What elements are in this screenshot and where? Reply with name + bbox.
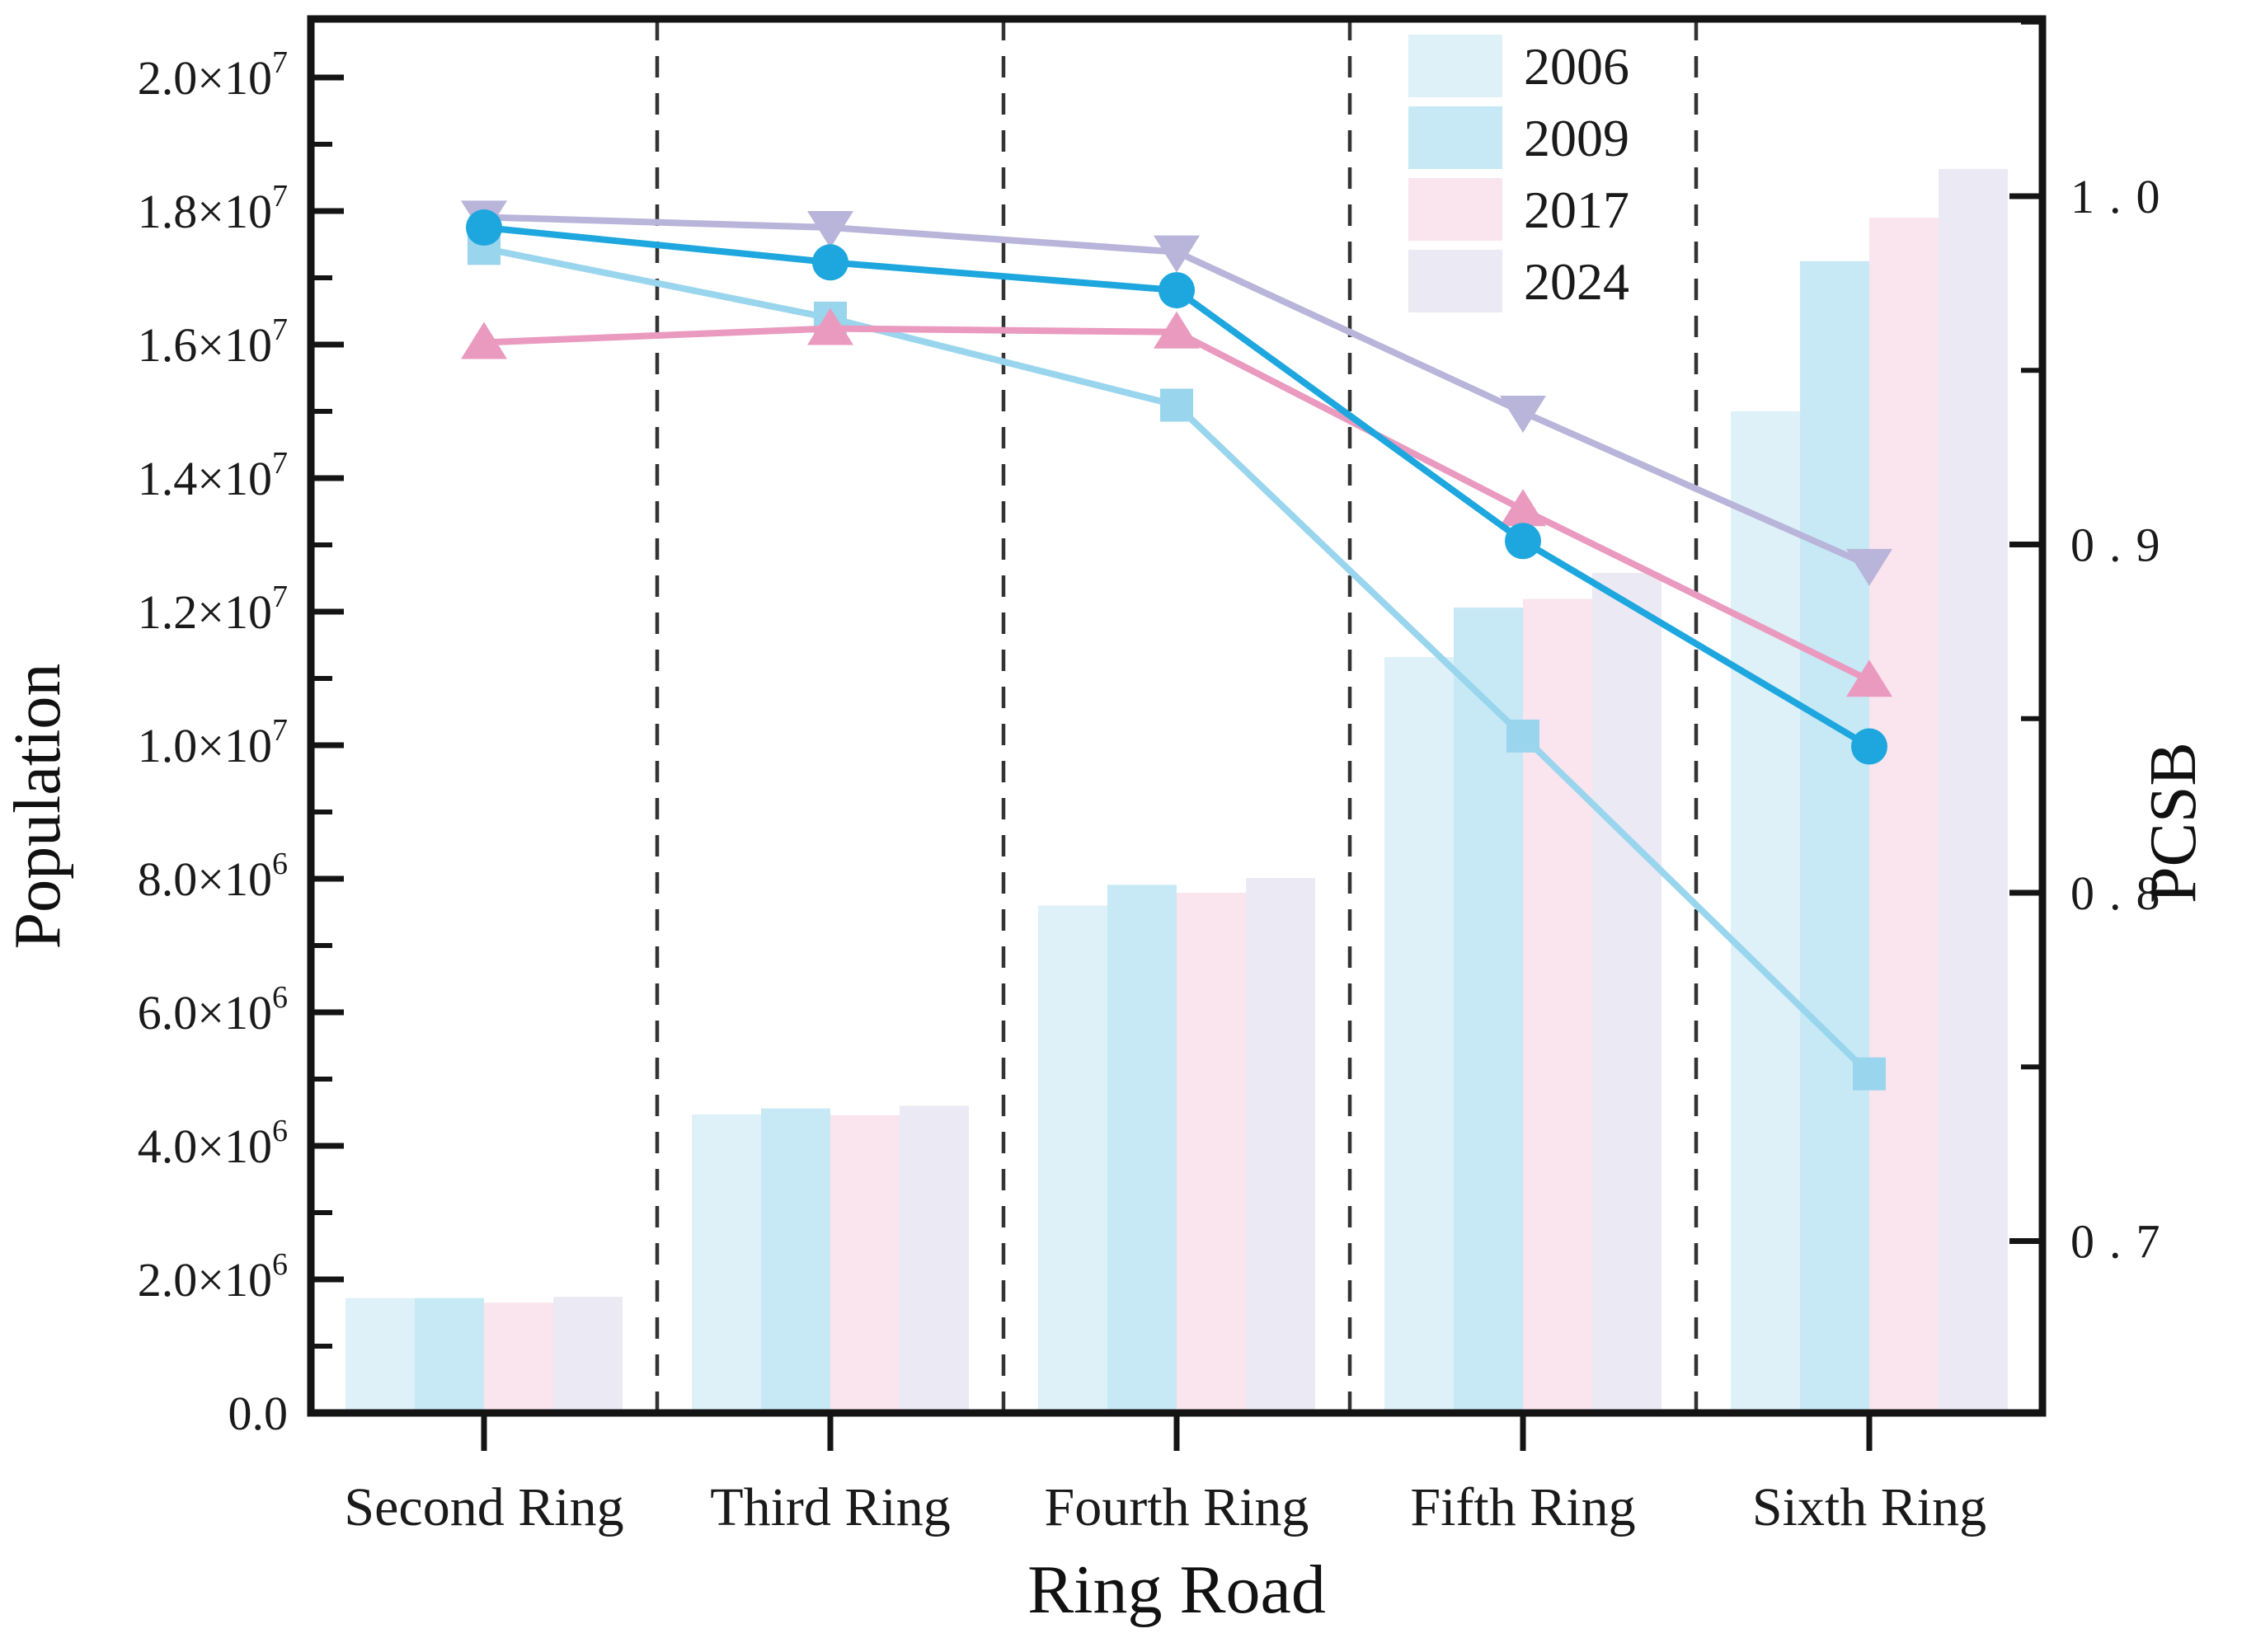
pcsb-marker-2006-fifth-ring bbox=[1506, 719, 1539, 753]
bar-2009-sixth-ring bbox=[1800, 260, 1869, 1413]
left-axis-tick-label: 1.2×107 bbox=[138, 580, 288, 639]
legend-label-2006: 2006 bbox=[1524, 37, 1629, 96]
left-axis-tick-label: 6.0×106 bbox=[138, 980, 288, 1040]
bar-2017-sixth-ring bbox=[1869, 218, 1939, 1414]
pcsb-marker-2017-third-ring bbox=[807, 307, 853, 345]
pcsb-marker-2017-fifth-ring bbox=[1500, 489, 1546, 527]
left-axis-tick-label: 2.0×106 bbox=[138, 1247, 288, 1307]
right-axis-tick-label: 1.0 bbox=[2070, 170, 2175, 223]
legend-swatch-2024 bbox=[1408, 250, 1502, 312]
legend-label-2009: 2009 bbox=[1524, 109, 1629, 167]
bar-2017-third-ring bbox=[830, 1115, 900, 1413]
bar-2024-third-ring bbox=[900, 1105, 969, 1413]
right-axis-tick-label: 0.8 bbox=[2070, 866, 2175, 920]
bar-2017-second-ring bbox=[484, 1302, 553, 1413]
right-axis-tick-label: 0.9 bbox=[2070, 519, 2175, 572]
bar-2006-fifth-ring bbox=[1384, 657, 1454, 1413]
x-axis-category-label: Fifth Ring bbox=[1410, 1477, 1635, 1537]
bar-2006-second-ring bbox=[345, 1298, 415, 1413]
left-axis-tick-label: 8.0×106 bbox=[138, 847, 288, 906]
pcsb-marker-2017-fourth-ring bbox=[1154, 311, 1200, 349]
pcsb-marker-2024-fourth-ring bbox=[1154, 235, 1200, 273]
right-axis-tick-label: 0.7 bbox=[2070, 1215, 2175, 1269]
x-axis-category-label: Second Ring bbox=[344, 1477, 623, 1537]
x-axis-title: Ring Road bbox=[1027, 1551, 1326, 1628]
pcsb-marker-2009-sixth-ring bbox=[1851, 728, 1887, 765]
left-axis-tick-label: 2.0×107 bbox=[138, 45, 288, 105]
x-axis-category-label: Sixth Ring bbox=[1752, 1477, 1986, 1537]
bar-2009-fourth-ring bbox=[1107, 885, 1177, 1413]
left-axis-tick-label: 0.0 bbox=[228, 1387, 289, 1440]
legend-swatch-2017 bbox=[1408, 178, 1502, 241]
bar-2024-fourth-ring bbox=[1246, 878, 1315, 1413]
bar-2024-second-ring bbox=[553, 1297, 623, 1413]
legend-label-2024: 2024 bbox=[1524, 252, 1629, 311]
bar-2006-fourth-ring bbox=[1038, 905, 1107, 1413]
left-axis-tick-label: 1.6×107 bbox=[138, 312, 288, 372]
bar-2017-fourth-ring bbox=[1177, 893, 1246, 1413]
legend-swatch-2006 bbox=[1408, 35, 1502, 97]
bar-2006-third-ring bbox=[692, 1114, 761, 1413]
pcsb-marker-2006-fourth-ring bbox=[1160, 388, 1193, 422]
pcsb-marker-2009-second-ring bbox=[466, 209, 502, 246]
left-axis-tick-label: 1.4×107 bbox=[138, 446, 288, 505]
x-axis-category-label: Fourth Ring bbox=[1045, 1477, 1309, 1537]
pcsb-marker-2006-sixth-ring bbox=[1853, 1057, 1886, 1091]
left-axis-tick-label: 1.0×107 bbox=[138, 713, 288, 772]
left-axis-title: Population bbox=[2, 664, 74, 950]
legend-swatch-2009 bbox=[1408, 106, 1502, 169]
left-axis-tick-label: 4.0×106 bbox=[138, 1114, 288, 1173]
bar-2024-fifth-ring bbox=[1592, 573, 1661, 1413]
left-axis-tick-label: 1.8×107 bbox=[138, 179, 288, 238]
bar-2009-second-ring bbox=[415, 1298, 484, 1413]
legend-label-2017: 2017 bbox=[1524, 181, 1629, 239]
pcsb-marker-2009-fourth-ring bbox=[1159, 272, 1195, 309]
x-axis-category-label: Third Ring bbox=[710, 1477, 951, 1537]
pcsb-marker-2009-fifth-ring bbox=[1505, 523, 1541, 560]
pcsb-marker-2017-sixth-ring bbox=[1846, 659, 1892, 697]
bar-2024-sixth-ring bbox=[1939, 168, 2008, 1414]
pcsb-marker-2009-third-ring bbox=[812, 244, 848, 281]
pcsb-marker-2024-third-ring bbox=[807, 211, 853, 249]
bar-2009-third-ring bbox=[761, 1108, 830, 1413]
pcsb-marker-2017-second-ring bbox=[461, 321, 507, 359]
bar-2006-sixth-ring bbox=[1731, 411, 1800, 1413]
pcsb-marker-2024-sixth-ring bbox=[1846, 548, 1892, 586]
pcsb-marker-2024-fifth-ring bbox=[1500, 395, 1546, 433]
right-axis-title: PCSB bbox=[2137, 742, 2210, 903]
